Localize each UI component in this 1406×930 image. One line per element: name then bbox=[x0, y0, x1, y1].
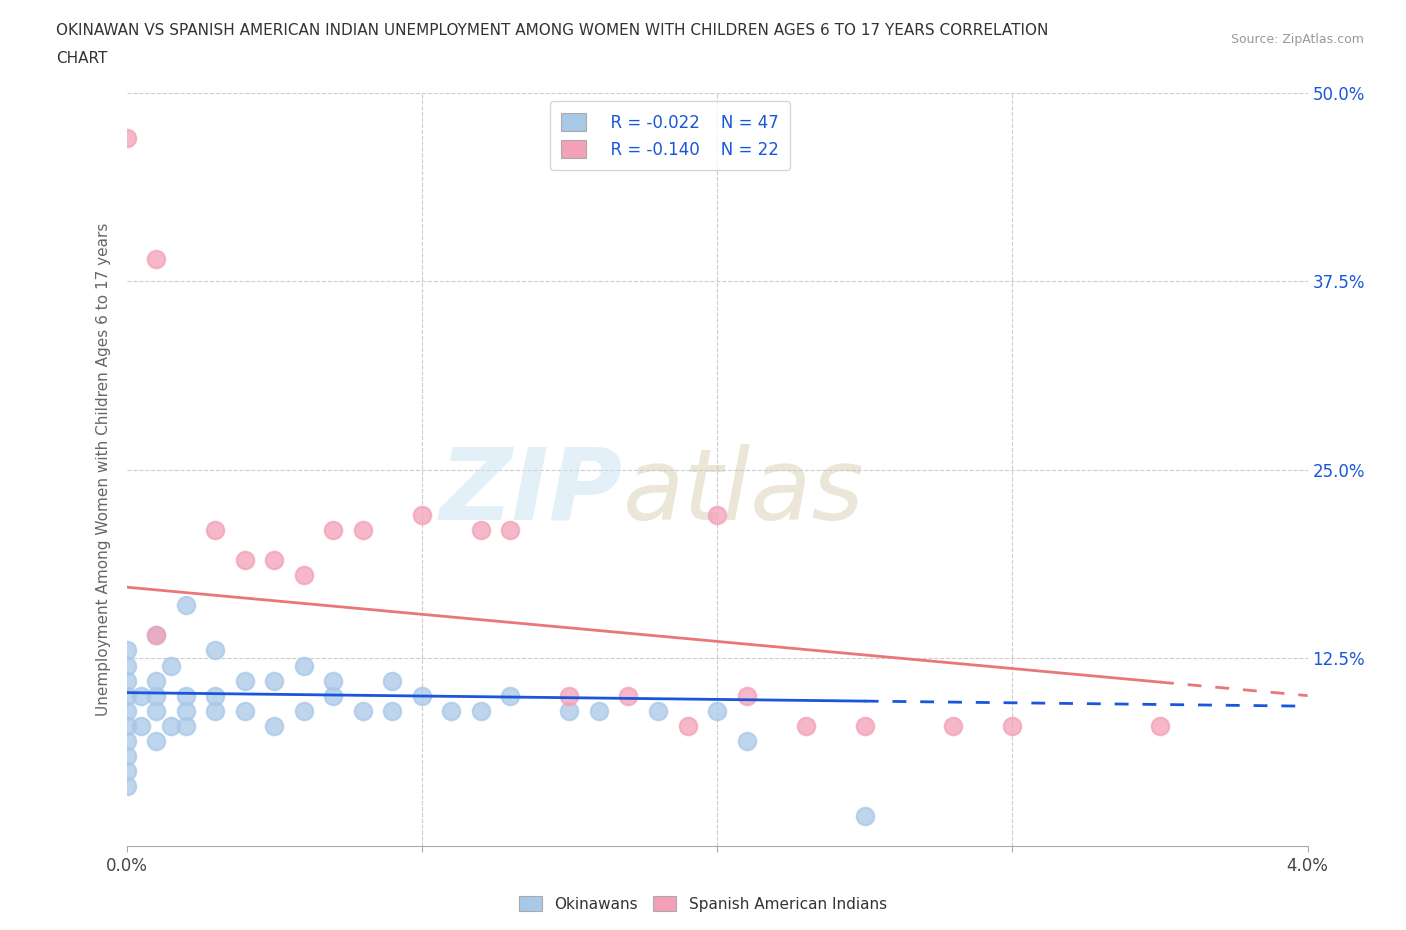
Point bbox=[174, 703, 197, 718]
Point bbox=[160, 718, 183, 733]
Point bbox=[174, 718, 197, 733]
Point bbox=[381, 673, 404, 688]
Point bbox=[735, 734, 758, 749]
Legend:   R = -0.022    N = 47,   R = -0.140    N = 22: R = -0.022 N = 47, R = -0.140 N = 22 bbox=[550, 101, 790, 170]
Point bbox=[115, 673, 138, 688]
Point bbox=[292, 703, 315, 718]
Point bbox=[115, 764, 138, 778]
Point bbox=[174, 598, 197, 613]
Point bbox=[470, 523, 492, 538]
Point bbox=[174, 688, 197, 703]
Text: ZIP: ZIP bbox=[440, 444, 623, 540]
Point bbox=[292, 567, 315, 582]
Text: Source: ZipAtlas.com: Source: ZipAtlas.com bbox=[1230, 33, 1364, 46]
Point bbox=[942, 718, 965, 733]
Point bbox=[706, 508, 728, 523]
Point bbox=[292, 658, 315, 673]
Point bbox=[499, 688, 522, 703]
Point bbox=[115, 131, 138, 146]
Point bbox=[352, 523, 374, 538]
Point bbox=[129, 688, 153, 703]
Point bbox=[794, 718, 817, 733]
Point bbox=[735, 688, 758, 703]
Point bbox=[588, 703, 610, 718]
Point bbox=[440, 703, 463, 718]
Point bbox=[1149, 718, 1171, 733]
Text: atlas: atlas bbox=[623, 444, 865, 540]
Point bbox=[647, 703, 669, 718]
Point bbox=[160, 658, 183, 673]
Point bbox=[204, 688, 226, 703]
Text: OKINAWAN VS SPANISH AMERICAN INDIAN UNEMPLOYMENT AMONG WOMEN WITH CHILDREN AGES : OKINAWAN VS SPANISH AMERICAN INDIAN UNEM… bbox=[56, 23, 1049, 38]
Legend: Okinawans, Spanish American Indians: Okinawans, Spanish American Indians bbox=[513, 889, 893, 918]
Point bbox=[558, 703, 581, 718]
Text: CHART: CHART bbox=[56, 51, 108, 66]
Point bbox=[381, 703, 404, 718]
Point bbox=[322, 673, 344, 688]
Point bbox=[129, 718, 153, 733]
Point bbox=[411, 508, 433, 523]
Point bbox=[115, 778, 138, 793]
Point bbox=[204, 643, 226, 658]
Point bbox=[853, 718, 876, 733]
Point bbox=[115, 718, 138, 733]
Point bbox=[145, 673, 167, 688]
Point bbox=[352, 703, 374, 718]
Point bbox=[115, 749, 138, 764]
Point bbox=[263, 673, 285, 688]
Point bbox=[145, 703, 167, 718]
Point bbox=[411, 688, 433, 703]
Point bbox=[145, 628, 167, 643]
Point bbox=[617, 688, 640, 703]
Point bbox=[263, 552, 285, 567]
Point bbox=[233, 552, 256, 567]
Point bbox=[853, 809, 876, 824]
Point bbox=[204, 523, 226, 538]
Point bbox=[115, 703, 138, 718]
Point bbox=[322, 523, 344, 538]
Point bbox=[263, 718, 285, 733]
Point bbox=[1001, 718, 1024, 733]
Point bbox=[706, 703, 728, 718]
Point bbox=[145, 688, 167, 703]
Point bbox=[145, 628, 167, 643]
Point bbox=[204, 703, 226, 718]
Point bbox=[115, 688, 138, 703]
Point bbox=[115, 658, 138, 673]
Point bbox=[145, 251, 167, 266]
Point bbox=[322, 688, 344, 703]
Point bbox=[558, 688, 581, 703]
Point bbox=[115, 643, 138, 658]
Point bbox=[145, 734, 167, 749]
Point bbox=[233, 673, 256, 688]
Y-axis label: Unemployment Among Women with Children Ages 6 to 17 years: Unemployment Among Women with Children A… bbox=[96, 223, 111, 716]
Point bbox=[676, 718, 699, 733]
Point bbox=[115, 734, 138, 749]
Point bbox=[499, 523, 522, 538]
Point bbox=[470, 703, 492, 718]
Point bbox=[233, 703, 256, 718]
